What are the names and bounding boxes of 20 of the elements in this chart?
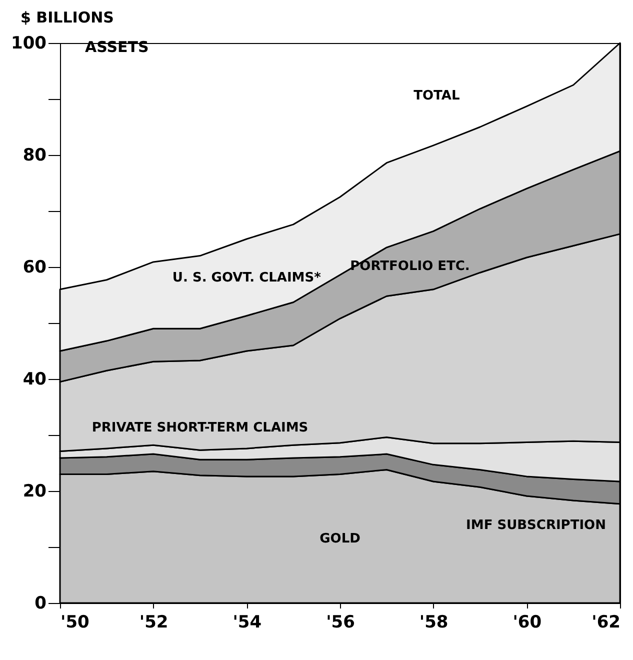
y-tick-label: 40 xyxy=(22,370,47,390)
series-label: PORTFOLIO ETC. xyxy=(350,259,470,274)
x-tick-label: '52 xyxy=(139,612,168,632)
series-label: PRIVATE SHORT-TERM CLAIMS xyxy=(92,420,308,436)
x-tick-label: '50 xyxy=(60,612,90,632)
x-tick-label: '62 xyxy=(592,612,620,632)
series-label: GOLD xyxy=(320,532,361,547)
y-tick-label: 0 xyxy=(34,594,47,614)
x-tick-label: '56 xyxy=(326,612,355,632)
x-tick-label: '60 xyxy=(512,612,542,632)
y-axis-title: $ BILLIONS xyxy=(20,8,114,26)
series-label: U. S. GOVT. CLAIMS* xyxy=(172,270,322,286)
y-tick-label: 80 xyxy=(22,146,47,166)
x-tick-label: '54 xyxy=(232,612,262,632)
series-label: IMF SUBSCRIPTION xyxy=(466,518,606,533)
annotation: TOTAL xyxy=(414,88,460,104)
y-tick-label: 20 xyxy=(22,482,47,502)
y-tick-label: 100 xyxy=(11,34,47,54)
y-tick-label: 60 xyxy=(22,258,47,278)
x-tick-label: '58 xyxy=(419,612,448,632)
